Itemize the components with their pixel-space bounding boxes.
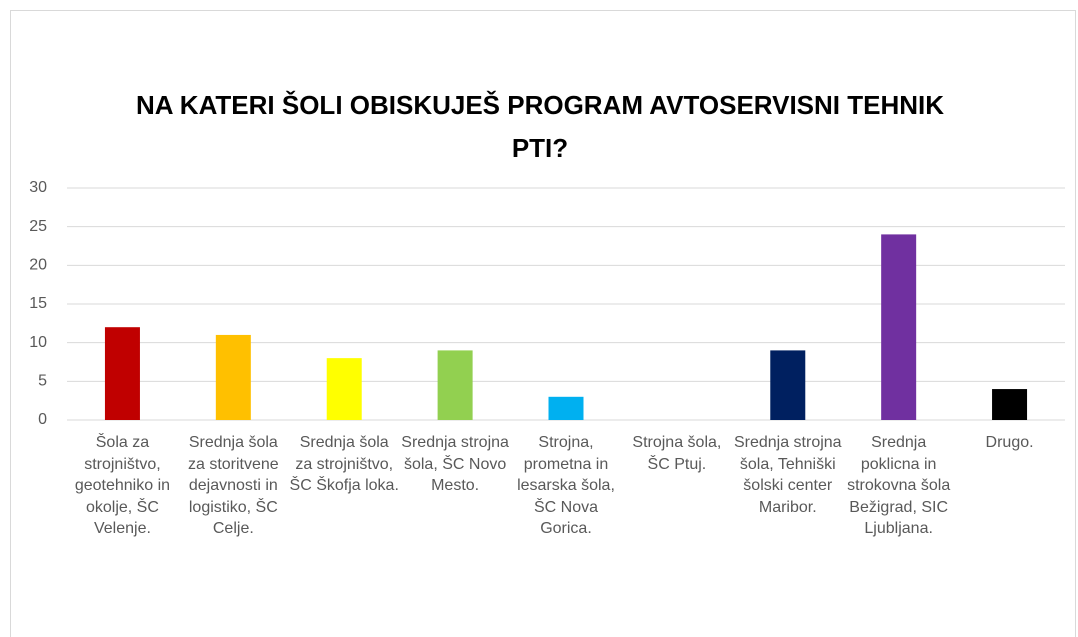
- y-tick-label: 10: [29, 334, 47, 351]
- y-tick-label: 25: [29, 218, 47, 235]
- bar: [992, 389, 1028, 420]
- y-tick-label: 5: [38, 373, 47, 390]
- bar: [215, 334, 251, 420]
- x-tick-label: Drugo.: [985, 434, 1034, 451]
- y-tick-label: 15: [29, 295, 47, 312]
- x-tick-label: Strojna šola, ŠC Ptuj.: [632, 434, 722, 473]
- bar: [437, 350, 473, 420]
- x-tick-label: Srednja strojna šola, Tehniški šolski ce…: [733, 434, 842, 516]
- bar: [881, 234, 917, 420]
- x-tick-label: Srednja poklicna in strokovna šola Bežig…: [847, 434, 951, 537]
- y-tick-label: 0: [38, 411, 47, 428]
- y-tick-label: 30: [29, 179, 47, 196]
- chart-title: NA KATERI ŠOLI OBISKUJEŠ PROGRAM AVTOSER…: [135, 90, 945, 163]
- x-tick-label: Šola za strojništvo, geotehniko in okolj…: [74, 434, 171, 537]
- x-tick-label: Strojna, prometna in lesarska šola, ŠC N…: [517, 434, 615, 537]
- bar: [326, 358, 362, 420]
- bar: [770, 350, 806, 420]
- bar: [104, 327, 140, 420]
- x-tick-label: Srednja šola za storitvene dejavnosti in…: [187, 434, 279, 537]
- bar: [548, 396, 584, 420]
- y-tick-label: 20: [29, 257, 47, 274]
- x-tick-label: Srednja šola za strojništvo, ŠC Škofja l…: [289, 434, 399, 494]
- x-tick-label: Srednja strojna šola, ŠC Novo Mesto.: [401, 434, 509, 494]
- chart-border: [10, 10, 1076, 637]
